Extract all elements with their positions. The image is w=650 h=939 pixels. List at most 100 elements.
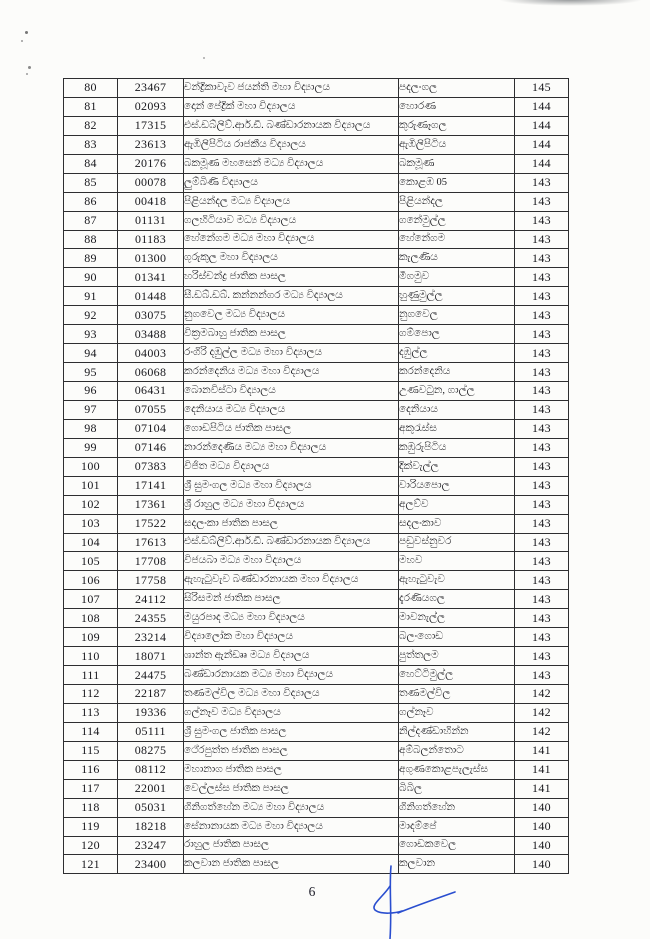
marks-value: 143 xyxy=(514,343,569,364)
row-serial: 98 xyxy=(63,418,118,439)
school-code: 07383 xyxy=(117,456,184,477)
school-code: 18218 xyxy=(117,816,184,837)
school-name: නාරන්දෙණිය මධ්‍ය මහා විද්‍යාලය xyxy=(183,437,399,458)
school-name: විජයබා මධ්‍ය මහා විද්‍යාලය xyxy=(183,551,399,572)
school-name: රංගිරි දඹුල්ල මධ්‍ය මහා විද්‍යාලය xyxy=(183,343,399,364)
row-serial: 90 xyxy=(63,267,118,288)
row-serial: 109 xyxy=(63,627,118,648)
school-code: 06068 xyxy=(117,362,184,382)
marks-value: 144 xyxy=(514,134,569,155)
school-town: කොළඹ 05 xyxy=(398,172,515,193)
school-town: ගල්නෑව xyxy=(398,702,515,723)
row-serial: 97 xyxy=(63,399,118,420)
school-town: ගිනිගත්හේන xyxy=(398,797,515,818)
row-serial: 107 xyxy=(63,589,118,610)
table-row: 94 04003 රංගිරි දඹුල්ල මධ්‍ය මහා විද්‍යාලය… xyxy=(63,343,569,364)
row-serial: 87 xyxy=(63,210,118,231)
row-serial: 91 xyxy=(63,286,118,307)
marks-value: 143 xyxy=(514,362,569,382)
row-serial: 84 xyxy=(63,153,118,174)
school-name: හරිස්චන්ද්‍ර ජාතික පාසල xyxy=(183,267,399,288)
row-serial: 99 xyxy=(63,437,118,458)
school-code: 07104 xyxy=(117,418,184,439)
school-name: පිළියන්දල මධ්‍ය විද්‍යාලය xyxy=(183,191,399,212)
school-name: බණ්ඩාරනායක මධ්‍ය මහා විද්‍යාලය xyxy=(183,665,399,685)
scan-speck xyxy=(25,31,28,34)
marks-value: 143 xyxy=(514,172,569,193)
school-town: හුණුමුල්ල xyxy=(398,286,515,307)
school-town: පදලංගල xyxy=(398,78,515,98)
school-town: අලව්ව xyxy=(398,494,515,515)
row-serial: 80 xyxy=(63,78,118,98)
marks-value: 140 xyxy=(514,835,569,856)
table-row: 93 03488 වික්‍රමබාහු ජාතික පාසල ගම්පොල 143 xyxy=(63,324,569,345)
row-serial: 100 xyxy=(63,456,118,477)
school-code: 01341 xyxy=(117,267,184,288)
scan-smudge xyxy=(498,0,643,6)
marks-value: 143 xyxy=(514,267,569,288)
school-code: 01300 xyxy=(117,248,184,269)
table-row: 100 07383 විජිත මධ්‍ය විද්‍යාලය දික්වැල්ල 14… xyxy=(63,456,569,477)
table-row: 91 01448 සී.ඩබ්.ඩබ්. කන්නන්ගර මධ්‍ය විද්‍ය… xyxy=(63,286,569,307)
school-name: චන්ද්‍රිකාවැව ජයන්ති මහා විද්‍යාලය xyxy=(183,78,399,98)
row-serial: 85 xyxy=(63,172,118,193)
marks-value: 143 xyxy=(514,210,569,231)
school-name: ශාන්ත ඇන්ඩෲ මධ්‍ය විද්‍යාලය xyxy=(183,646,399,667)
table-row: 81 02093 දොන් පේද්‍රික් මහා විද්‍යාලය හොරණ 1… xyxy=(63,96,569,117)
school-code: 24355 xyxy=(117,608,184,629)
table-row: 119 18218 සේනානායක මධ්‍ය මහා විද්‍යාලය මාදම… xyxy=(63,816,569,837)
school-name: හේනේගම මධ්‍ය මහා විද්‍යාලය xyxy=(183,229,399,250)
row-serial: 103 xyxy=(63,513,118,534)
school-code: 23467 xyxy=(117,78,184,98)
table-row: 116 08112 මහානාග ජාතික පාසල අගුණකොළපැලැස්ස 1… xyxy=(63,759,569,780)
school-town: අකුරැස්ස xyxy=(398,418,515,439)
table-row: 80 23467 චන්ද්‍රිකාවැව ජයන්ති මහා විද්‍යාල… xyxy=(63,78,569,98)
school-code: 01183 xyxy=(117,229,184,250)
school-code: 23613 xyxy=(117,134,184,155)
marks-value: 142 xyxy=(514,721,569,742)
school-town: ගනේමුල්ල xyxy=(398,210,515,231)
school-town: පඩුවස්නුවර xyxy=(398,532,515,553)
row-serial: 93 xyxy=(63,324,118,345)
table-row: 112 22187 තණමල්විල මධ්‍ය මහා විද්‍යාලය තණමල… xyxy=(63,684,569,704)
school-name: වෙල්ලස්ස ජාතික පාසල xyxy=(183,778,399,799)
marks-value: 143 xyxy=(514,589,569,610)
row-serial: 119 xyxy=(63,816,118,837)
table-row: 88 01183 හේනේගම මධ්‍ය මහා විද්‍යාලය හේනේගම 1… xyxy=(63,229,569,250)
school-code: 17361 xyxy=(117,494,184,515)
school-town: මහව xyxy=(398,551,515,572)
school-code: 19336 xyxy=(117,702,184,723)
row-serial: 117 xyxy=(63,778,118,799)
row-serial: 106 xyxy=(63,570,118,591)
row-serial: 104 xyxy=(63,532,118,553)
school-town: අම්බලන්තොට xyxy=(398,740,515,761)
marks-value: 142 xyxy=(514,684,569,704)
table-row: 90 01341 හරිස්චන්ද්‍ර ජාතික පාසල මීගමුව 143 xyxy=(63,267,569,288)
school-code: 08275 xyxy=(117,740,184,761)
school-name: ගුරුකුල මහා විද්‍යාලය xyxy=(183,248,399,269)
marks-value: 141 xyxy=(514,778,569,799)
row-serial: 116 xyxy=(63,759,118,780)
signature-ink xyxy=(373,865,456,939)
school-code: 02093 xyxy=(117,96,184,117)
marks-value: 144 xyxy=(514,115,569,136)
school-ranking-table: 80 23467 චන්ද්‍රිකාවැව ජයන්ති මහා විද්‍යාල… xyxy=(63,78,569,875)
table-row: 108 24355 මයුරපාද මධ්‍ය මහා විද්‍යාලය මාවනැ… xyxy=(63,608,569,629)
row-serial: 121 xyxy=(63,854,118,875)
school-town: හොරණ xyxy=(398,96,515,117)
school-name: නුගවෙල මධ්‍ය විද්‍යාලය xyxy=(183,305,399,326)
school-name: තණමල්විල මධ්‍ය මහා විද්‍යාලය xyxy=(183,684,399,704)
school-name: දොන් පේද්‍රික් මහා විද්‍යාලය xyxy=(183,96,399,117)
marks-value: 143 xyxy=(514,494,569,515)
school-code: 17315 xyxy=(117,115,184,136)
marks-value: 143 xyxy=(514,532,569,553)
marks-value: 140 xyxy=(514,816,569,837)
marks-value: 143 xyxy=(514,513,569,534)
school-town: ඇඹිලිපිටිය xyxy=(398,134,515,155)
school-town: පුත්තලම xyxy=(398,646,515,667)
school-name: ගොඩපිටිය ජාතික පාසල xyxy=(183,418,399,439)
scan-speck xyxy=(21,40,23,42)
school-name: බොනවිස්ටා විද්‍යාලය xyxy=(183,381,399,401)
school-name: බකමූණ මහසෙන් මධ්‍ය විද්‍යාලය xyxy=(183,153,399,174)
